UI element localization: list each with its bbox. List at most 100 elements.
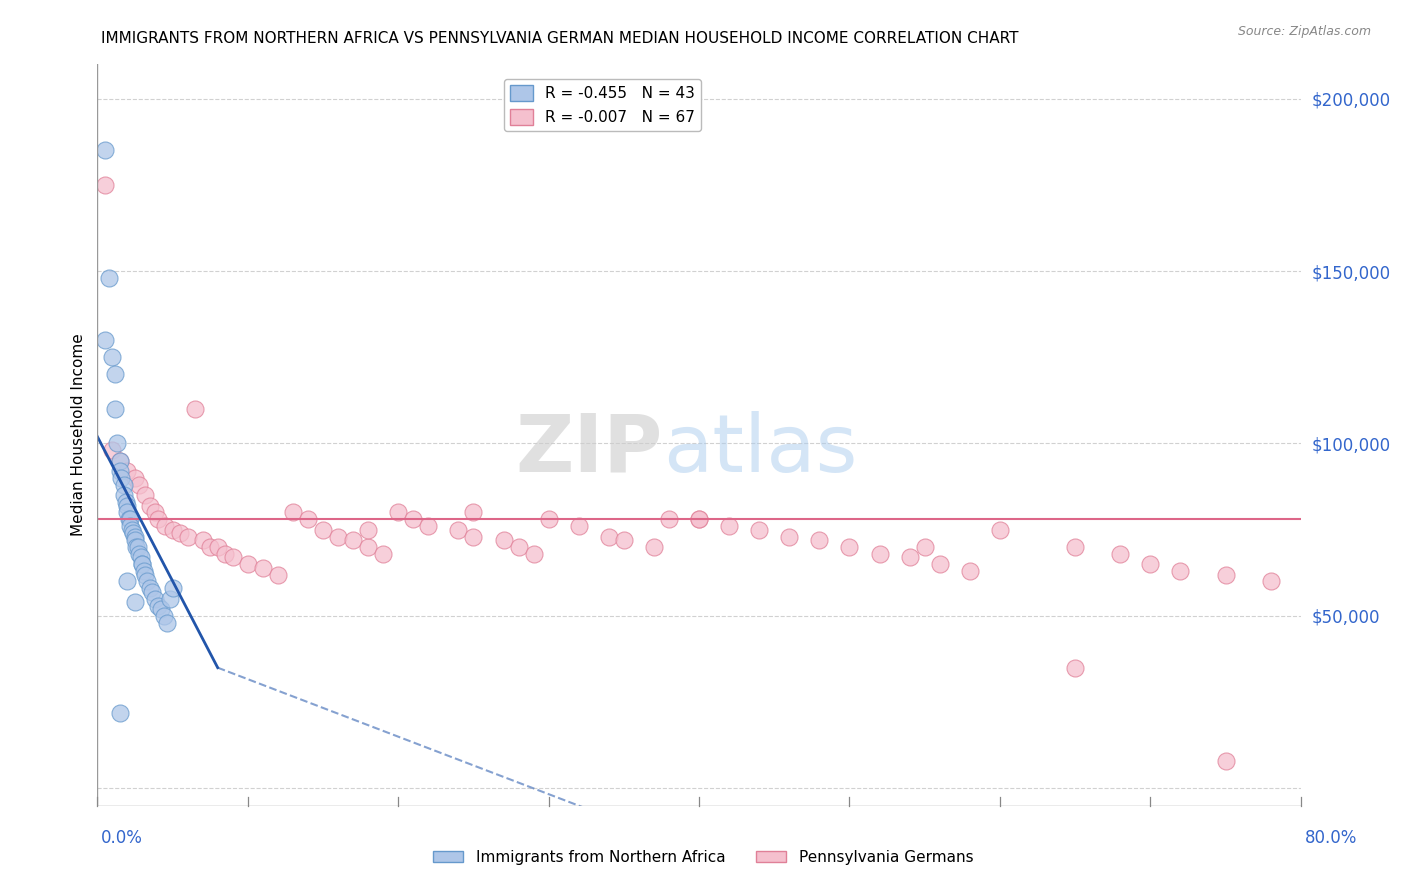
Point bbox=[988, 523, 1011, 537]
Point bbox=[110, 471, 132, 485]
Point bbox=[118, 512, 141, 526]
Point bbox=[131, 558, 153, 572]
Point bbox=[146, 512, 169, 526]
Point bbox=[121, 523, 143, 537]
Point bbox=[613, 533, 636, 547]
Point bbox=[117, 464, 139, 478]
Point bbox=[869, 547, 891, 561]
Point bbox=[718, 519, 741, 533]
Point bbox=[162, 523, 184, 537]
Point bbox=[1260, 574, 1282, 589]
Point bbox=[131, 558, 153, 572]
Text: IMMIGRANTS FROM NORTHERN AFRICA VS PENNSYLVANIA GERMAN MEDIAN HOUSEHOLD INCOME C: IMMIGRANTS FROM NORTHERN AFRICA VS PENNS… bbox=[101, 31, 1019, 46]
Point bbox=[898, 550, 921, 565]
Legend: R = -0.455   N = 43, R = -0.007   N = 67: R = -0.455 N = 43, R = -0.007 N = 67 bbox=[505, 79, 702, 131]
Point bbox=[1215, 754, 1237, 768]
Point bbox=[184, 401, 207, 416]
Point bbox=[129, 550, 152, 565]
Point bbox=[162, 582, 184, 596]
Point bbox=[1215, 567, 1237, 582]
Point bbox=[176, 530, 198, 544]
Point bbox=[191, 533, 214, 547]
Point bbox=[214, 547, 236, 561]
Point bbox=[236, 558, 259, 572]
Point bbox=[748, 523, 770, 537]
Point bbox=[357, 540, 380, 554]
Point bbox=[149, 602, 172, 616]
Point bbox=[568, 519, 591, 533]
Point bbox=[463, 506, 485, 520]
Point bbox=[643, 540, 665, 554]
Point bbox=[342, 533, 364, 547]
Point bbox=[134, 488, 156, 502]
Point bbox=[108, 464, 131, 478]
Point bbox=[447, 523, 470, 537]
Point bbox=[152, 609, 174, 624]
Y-axis label: Median Household Income: Median Household Income bbox=[72, 334, 86, 536]
Point bbox=[808, 533, 831, 547]
Point bbox=[387, 506, 409, 520]
Point bbox=[207, 540, 229, 554]
Point bbox=[688, 512, 710, 526]
Point bbox=[125, 540, 148, 554]
Point bbox=[959, 564, 981, 578]
Point bbox=[1064, 540, 1087, 554]
Point bbox=[120, 512, 142, 526]
Point bbox=[108, 454, 131, 468]
Text: atlas: atlas bbox=[664, 410, 858, 489]
Point bbox=[94, 178, 117, 192]
Point bbox=[297, 512, 319, 526]
Point bbox=[124, 471, 146, 485]
Point bbox=[143, 591, 166, 606]
Point bbox=[914, 540, 936, 554]
Point bbox=[117, 499, 139, 513]
Point bbox=[115, 495, 138, 509]
Point bbox=[122, 526, 145, 541]
Point bbox=[104, 401, 127, 416]
Text: 0.0%: 0.0% bbox=[101, 830, 143, 847]
Point bbox=[153, 519, 176, 533]
Point bbox=[136, 574, 159, 589]
Point bbox=[252, 560, 274, 574]
Point bbox=[537, 512, 560, 526]
Point bbox=[128, 547, 150, 561]
Point bbox=[402, 512, 425, 526]
Point bbox=[508, 540, 530, 554]
Point bbox=[127, 540, 149, 554]
Point bbox=[1139, 558, 1161, 572]
Point bbox=[134, 567, 156, 582]
Point bbox=[1064, 661, 1087, 675]
Point bbox=[117, 506, 139, 520]
Point bbox=[139, 582, 162, 596]
Point bbox=[108, 454, 131, 468]
Text: ZIP: ZIP bbox=[516, 410, 664, 489]
Point bbox=[124, 533, 146, 547]
Point bbox=[928, 558, 950, 572]
Point bbox=[104, 368, 127, 382]
Point bbox=[124, 530, 146, 544]
Point bbox=[598, 530, 620, 544]
Point bbox=[120, 519, 142, 533]
Point bbox=[688, 512, 710, 526]
Point bbox=[112, 488, 135, 502]
Point bbox=[139, 499, 162, 513]
Point bbox=[143, 506, 166, 520]
Point bbox=[105, 436, 128, 450]
Point bbox=[155, 615, 177, 630]
Point bbox=[778, 530, 800, 544]
Point bbox=[108, 706, 131, 720]
Text: Source: ZipAtlas.com: Source: ZipAtlas.com bbox=[1237, 25, 1371, 38]
Point bbox=[281, 506, 304, 520]
Point bbox=[418, 519, 440, 533]
Legend: Immigrants from Northern Africa, Pennsylvania Germans: Immigrants from Northern Africa, Pennsyl… bbox=[426, 844, 980, 871]
Point bbox=[169, 526, 191, 541]
Point bbox=[838, 540, 860, 554]
Point bbox=[159, 591, 181, 606]
Point bbox=[373, 547, 395, 561]
Point bbox=[357, 523, 380, 537]
Point bbox=[267, 567, 290, 582]
Point bbox=[98, 271, 121, 285]
Point bbox=[117, 574, 139, 589]
Point bbox=[146, 599, 169, 613]
Point bbox=[101, 350, 124, 364]
